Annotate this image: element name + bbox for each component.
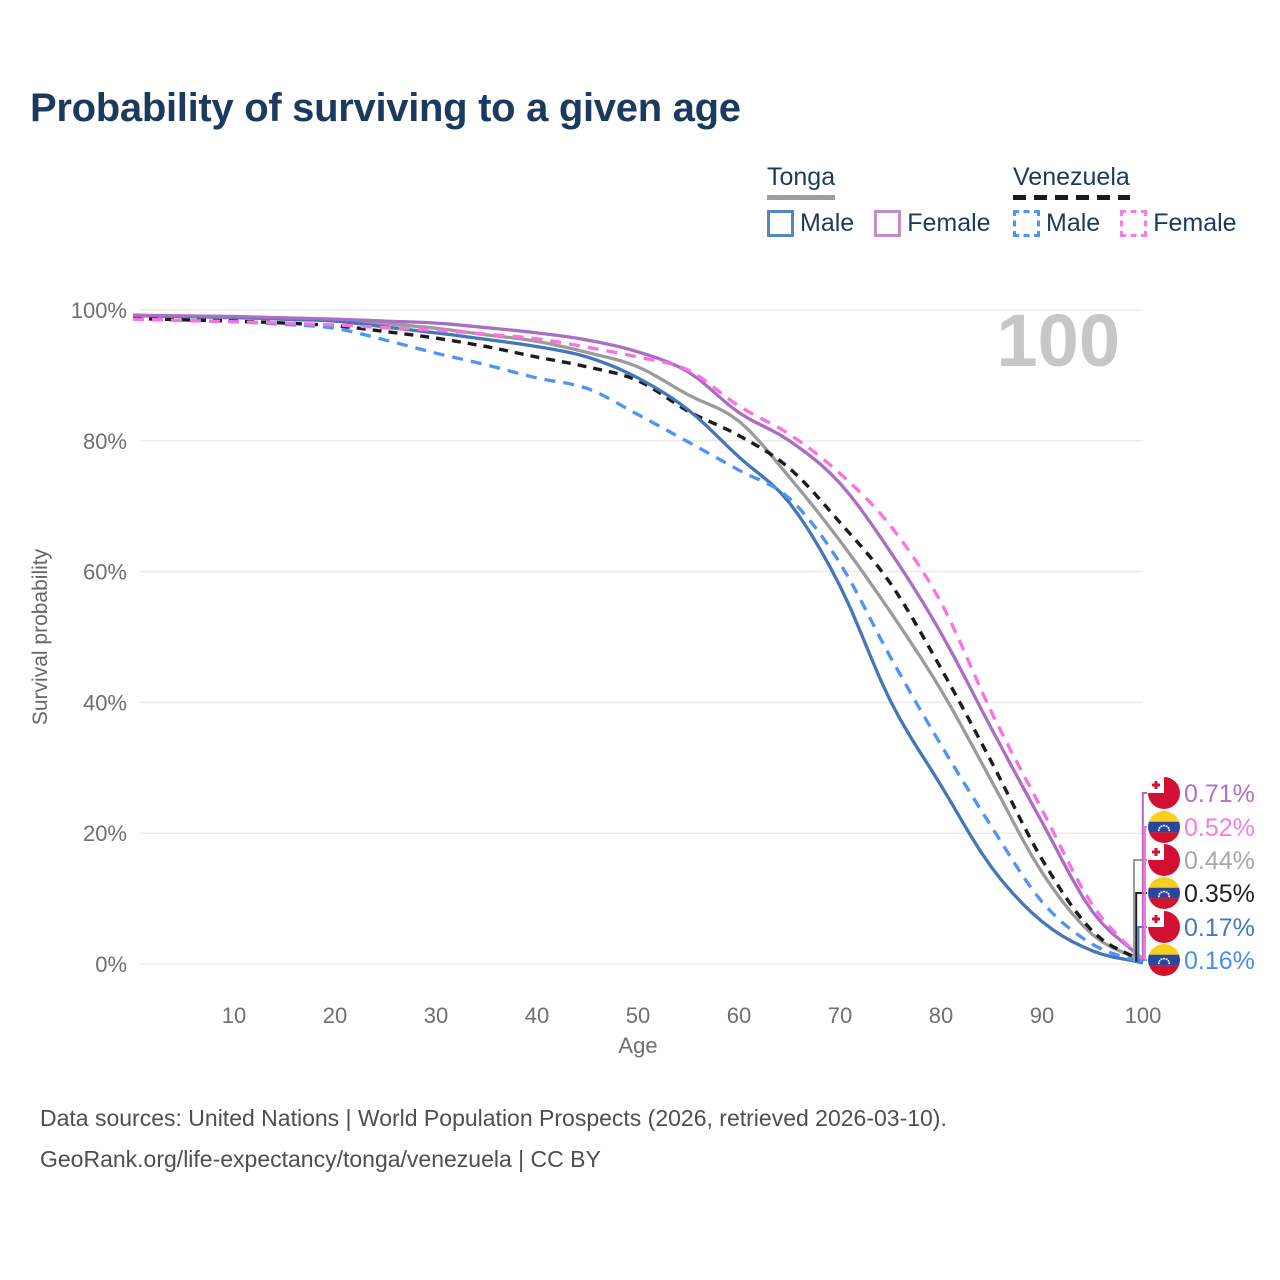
legend-item-tonga-female-label: Female <box>907 209 991 237</box>
tonga-flag-icon <box>1148 777 1180 809</box>
tonga-flag-icon <box>1148 844 1180 876</box>
end-value-label-venezuela-female: 0.52% <box>1184 814 1255 842</box>
line-venezuela-female[interactable] <box>132 317 1145 962</box>
page-title: Probability of surviving to a given age <box>30 86 741 130</box>
legend-item-tonga-male[interactable]: Male <box>767 209 854 238</box>
line-tonga-female[interactable] <box>132 313 1145 961</box>
x-tick-label: 70 <box>828 1003 852 1028</box>
footer-attribution: GeoRank.org/life-expectancy/tonga/venezu… <box>40 1146 601 1172</box>
legend-item-venezuela-female-label: Female <box>1153 209 1237 237</box>
y-tick-label: 20% <box>83 821 127 846</box>
footer: Data sources: United Nations | World Pop… <box>40 1098 947 1180</box>
end-value-label-venezuela-male: 0.16% <box>1184 947 1255 975</box>
x-tick-label: 100 <box>1125 1003 1162 1028</box>
line-venezuela-male[interactable] <box>132 317 1144 965</box>
tonga-male-swatch-icon <box>767 210 794 237</box>
y-tick-label: 60% <box>83 560 127 585</box>
connector-venezuela-male <box>1139 959 1147 963</box>
end-value-label-tonga-female: 0.71% <box>1184 780 1255 808</box>
legend-item-tonga-male-label: Male <box>800 209 855 237</box>
legend-group-tonga-title: Tonga <box>767 163 836 200</box>
end-value-label-tonga-all: 0.44% <box>1184 847 1255 875</box>
legend-group-venezuela: Venezuela Male Female <box>1013 163 1237 238</box>
x-tick-label: 40 <box>525 1003 549 1028</box>
x-tick-label: 50 <box>626 1003 650 1028</box>
end-value-label-tonga-male: 0.17% <box>1184 914 1255 942</box>
hovered-age-watermark: 100 <box>997 299 1120 382</box>
x-tick-label: 60 <box>727 1003 751 1028</box>
legend-item-venezuela-male[interactable]: Male <box>1013 209 1100 238</box>
venezuela-female-swatch-icon <box>1120 210 1148 237</box>
x-tick-label: 80 <box>929 1003 953 1028</box>
legend-group-tonga-label: Tonga <box>767 163 836 191</box>
venezuela-flag-icon <box>1148 877 1180 909</box>
x-tick-label: 10 <box>222 1003 246 1028</box>
y-tick-label: 40% <box>83 690 127 715</box>
legend-group-venezuela-label: Venezuela <box>1013 163 1130 191</box>
x-tick-label: 30 <box>424 1003 448 1028</box>
legend-item-venezuela-female[interactable]: Female <box>1120 209 1237 238</box>
connector-tonga-female <box>1141 792 1147 960</box>
venezuela-male-swatch-icon <box>1013 210 1040 237</box>
x-axis-title: Age <box>618 1033 657 1058</box>
legend-group-tonga: Tonga Male Female <box>767 163 991 238</box>
y-tick-label: 100% <box>71 298 127 323</box>
legend-item-tonga-female[interactable]: Female <box>874 209 991 238</box>
legend-group-venezuela-title: Venezuela <box>1013 163 1130 200</box>
x-tick-label: 90 <box>1030 1003 1054 1028</box>
y-tick-label: 80% <box>83 429 127 454</box>
y-tick-label: 0% <box>95 952 127 977</box>
y-axis-title: Survival probability <box>29 548 52 725</box>
tonga-female-swatch-icon <box>874 210 902 237</box>
end-value-label-venezuela-all: 0.35% <box>1184 880 1255 908</box>
footer-data-sources: Data sources: United Nations | World Pop… <box>40 1105 947 1131</box>
tonga-flag-icon <box>1148 911 1180 943</box>
line-venezuela-all[interactable] <box>132 316 1144 964</box>
venezuela-flag-icon <box>1148 811 1180 843</box>
x-tick-label: 20 <box>323 1003 347 1028</box>
connector-venezuela-female <box>1144 826 1147 961</box>
tonga-line-style-sample <box>767 195 836 200</box>
venezuela-flag-icon <box>1148 944 1180 976</box>
legend-item-venezuela-male-label: Male <box>1046 209 1101 237</box>
venezuela-line-style-sample <box>1013 195 1130 200</box>
line-tonga-male[interactable] <box>132 313 1144 965</box>
